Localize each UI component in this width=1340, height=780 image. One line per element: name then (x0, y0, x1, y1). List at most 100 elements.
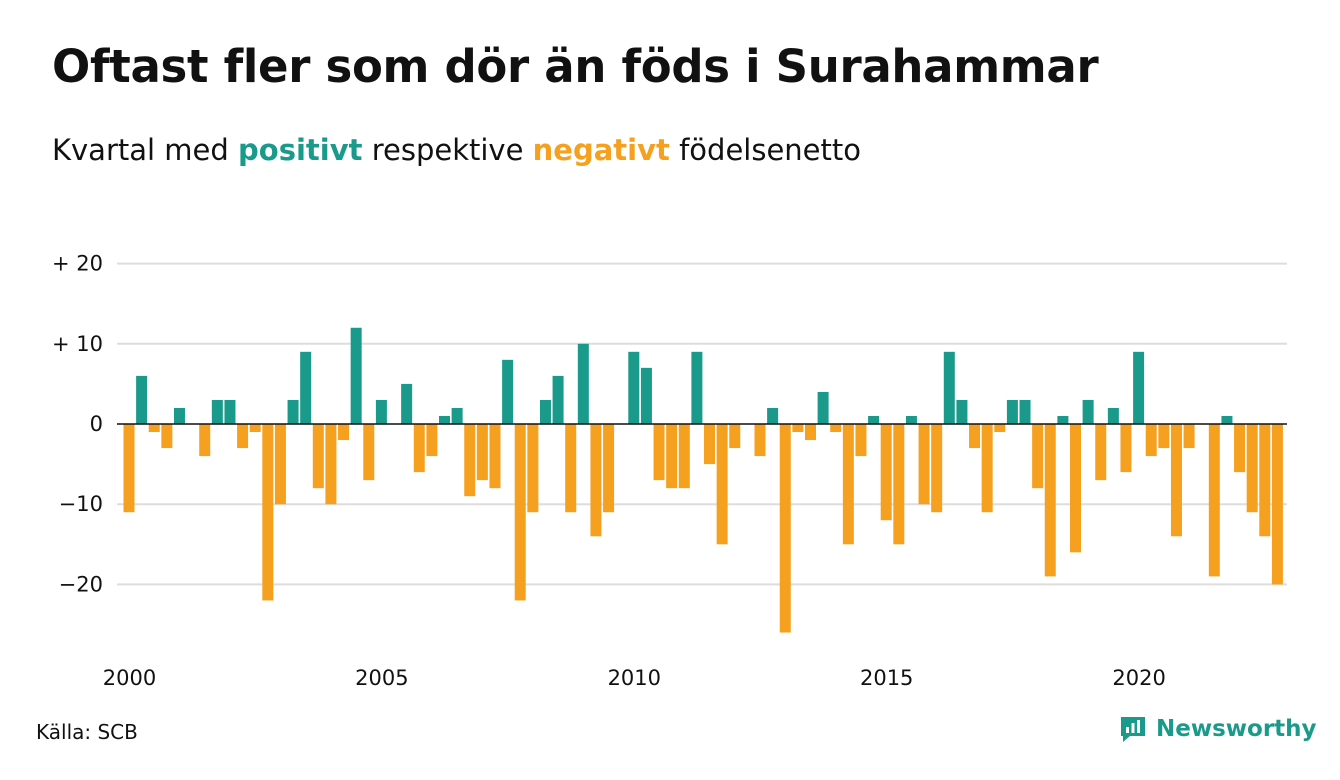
bar-negative (1170, 424, 1182, 537)
bar-negative (464, 424, 476, 497)
bar-positive (401, 383, 413, 424)
bar-negative (893, 424, 905, 545)
bar-negative (729, 424, 741, 449)
bar-negative (1246, 424, 1258, 513)
chart-title: Oftast fler som dör än föds i Surahammar (52, 40, 1099, 93)
bar-positive (1221, 415, 1233, 424)
bar-positive (173, 407, 185, 424)
subtitle-negative-word: negativt (532, 133, 670, 167)
bar-negative (565, 424, 577, 513)
bar-positive (767, 407, 779, 424)
bar-negative (527, 424, 539, 513)
y-tick-label: + 10 (52, 332, 103, 356)
brand-name: Newsworthy (1156, 716, 1317, 742)
bar-negative (476, 424, 488, 481)
bar-negative (338, 424, 350, 441)
bar-negative (1032, 424, 1044, 489)
bar-negative (1145, 424, 1157, 457)
bar-negative (514, 424, 526, 601)
bar-negative (123, 424, 135, 513)
bar-positive (905, 415, 917, 424)
y-axis-tick-labels: + 20 + 10 0 −10 −20 (52, 252, 103, 597)
bar-positive (350, 327, 362, 424)
bar-positive (300, 351, 312, 424)
bar-negative (716, 424, 728, 545)
bar-positive (224, 399, 236, 424)
bar-positive (136, 375, 148, 424)
bar-negative (312, 424, 324, 489)
bar-positive (691, 351, 703, 424)
bar-negative (1095, 424, 1107, 481)
bar-negative (1158, 424, 1170, 449)
bar-negative (1271, 424, 1283, 585)
bar-positive (943, 351, 955, 424)
bar-negative (981, 424, 993, 513)
bar-negative (1259, 424, 1271, 537)
bar-negative (653, 424, 665, 481)
x-tick-label: 2020 (1112, 666, 1165, 690)
x-tick-label: 2015 (860, 666, 913, 690)
bar-negative (792, 424, 804, 433)
subtitle-positive-word: positivt (238, 133, 363, 167)
bar-negative (931, 424, 943, 513)
bar-positive (1057, 415, 1069, 424)
bar-negative (855, 424, 867, 457)
bar-positive (628, 351, 640, 424)
bar-negative (830, 424, 842, 433)
bar-negative (603, 424, 615, 513)
bar-negative (1044, 424, 1056, 577)
bars (123, 327, 1283, 633)
newsworthy-logo-icon (1121, 717, 1145, 742)
subtitle-suffix: födelsenetto (669, 133, 861, 167)
bar-negative (148, 424, 160, 433)
bar-positive (375, 399, 387, 424)
bar-positive (1006, 399, 1018, 424)
y-tick-label: 0 (90, 412, 103, 436)
y-tick-label: + 20 (52, 252, 103, 276)
x-tick-label: 2010 (608, 666, 661, 690)
chart-subtitle: Kvartal med positivt respektive negativt… (52, 133, 861, 167)
bar-negative (1183, 424, 1195, 449)
bar-positive (956, 399, 968, 424)
bar-positive (211, 399, 223, 424)
bar-negative (262, 424, 274, 601)
bar-negative (880, 424, 892, 521)
x-axis-tick-labels: 2000 2005 2010 2015 2020 (103, 666, 1166, 690)
grid-lines (117, 262, 1287, 586)
bar-negative (489, 424, 501, 489)
bar-positive (451, 407, 463, 424)
bar-negative (1208, 424, 1220, 577)
bar-negative (413, 424, 425, 473)
bar-negative (678, 424, 690, 489)
bar-positive (1107, 407, 1119, 424)
bar-positive (552, 375, 564, 424)
subtitle-prefix: Kvartal med (52, 133, 239, 167)
bar-negative (199, 424, 211, 457)
bar-negative (666, 424, 678, 489)
bar-negative (969, 424, 981, 449)
bar-negative (754, 424, 766, 457)
bar-positive (287, 399, 299, 424)
bar-negative (237, 424, 249, 449)
bar-negative (161, 424, 173, 449)
bar-positive (1082, 399, 1094, 424)
newsworthy-logo: Newsworthy (1118, 714, 1317, 744)
bar-negative (249, 424, 261, 433)
bar-negative (918, 424, 930, 505)
bar-positive (502, 359, 514, 424)
bar-negative (842, 424, 854, 545)
y-tick-label: −20 (59, 572, 103, 596)
x-tick-label: 2000 (103, 666, 156, 690)
bar-negative (704, 424, 716, 465)
bar-negative (590, 424, 602, 537)
bar-positive (817, 391, 829, 424)
bar-positive (439, 415, 450, 424)
bar-negative (1234, 424, 1246, 473)
bar-negative (804, 424, 816, 441)
bar-positive (868, 415, 880, 424)
bar-negative (274, 424, 286, 505)
bar-negative (994, 424, 1006, 433)
bar-negative (325, 424, 337, 505)
bar-positive (1133, 351, 1145, 424)
